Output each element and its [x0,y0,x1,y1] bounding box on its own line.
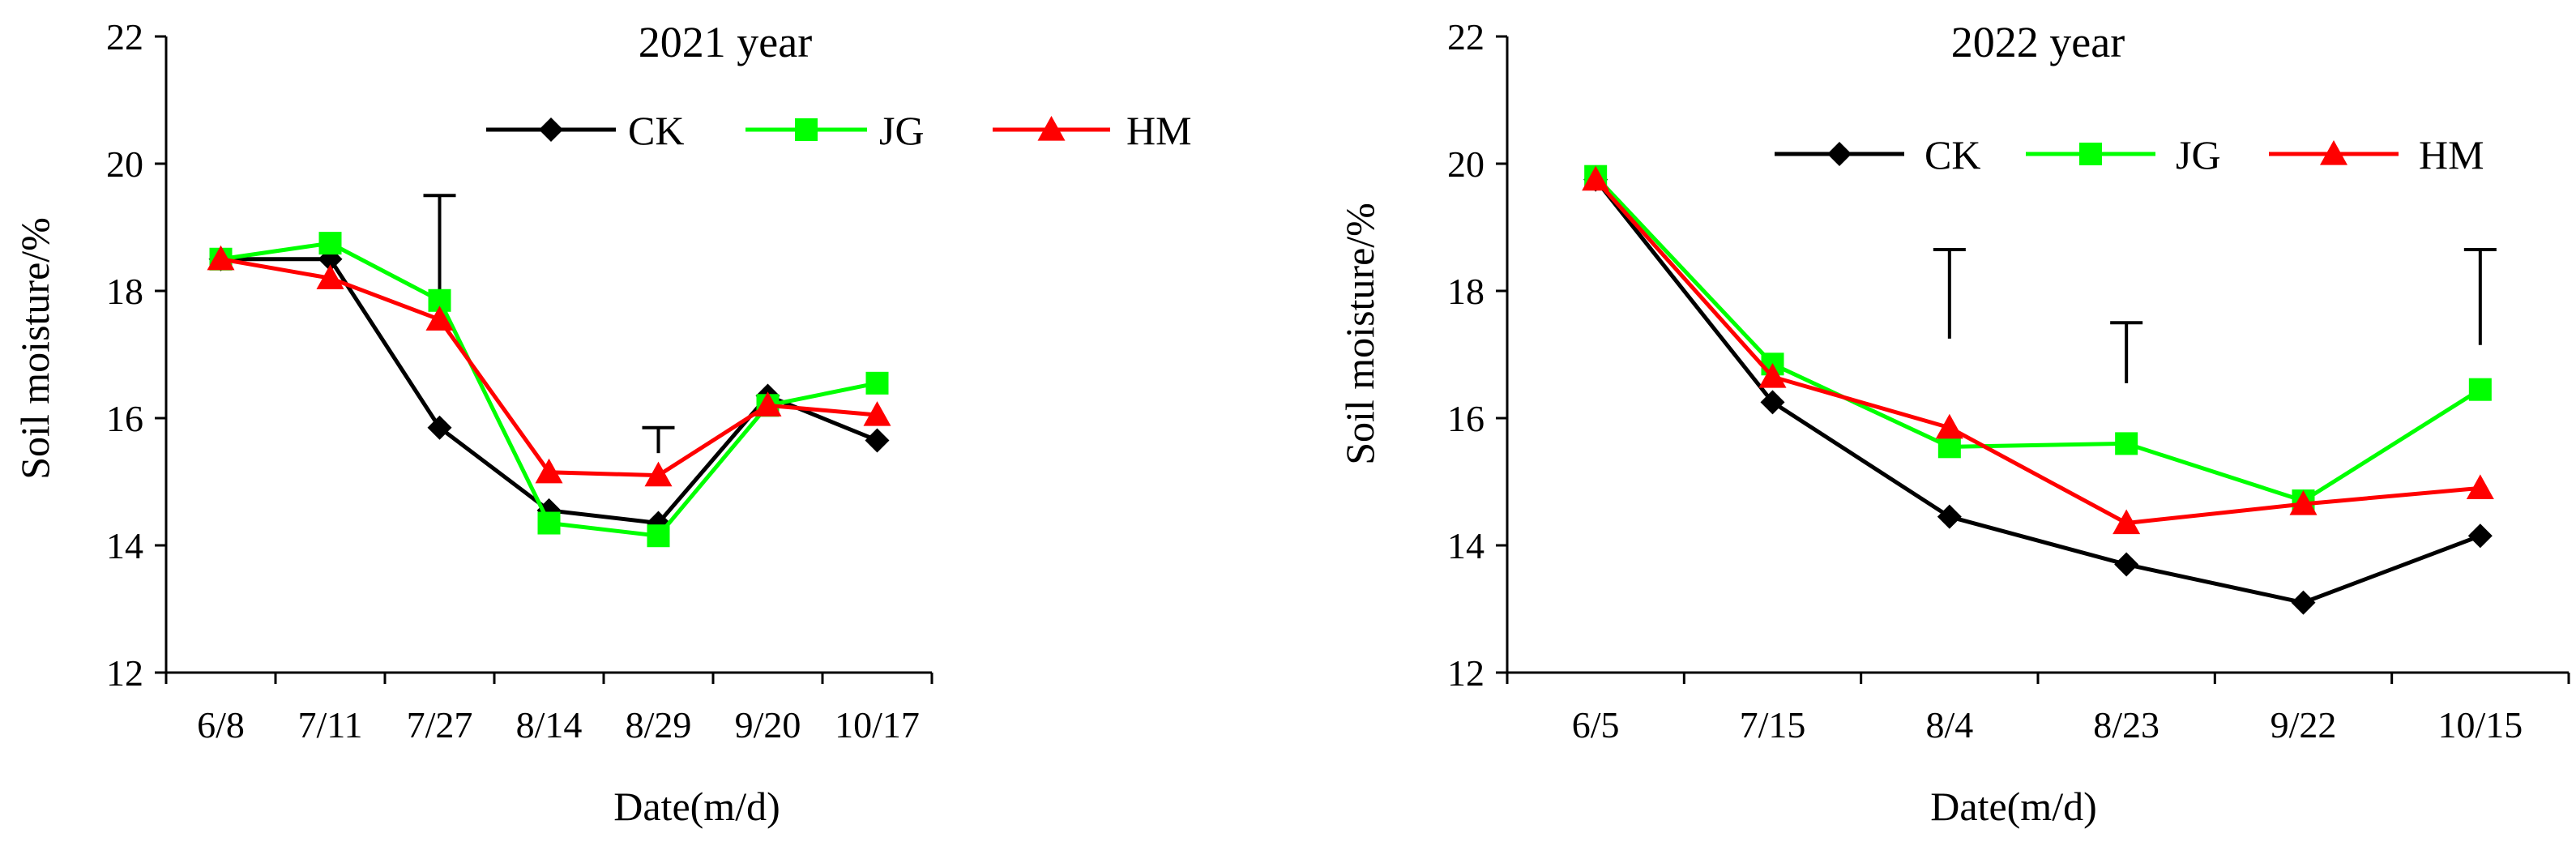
point-hm-10-17 [863,401,891,426]
x-tick-label: 9/22 [2271,704,2337,746]
series-line-ck [220,257,878,526]
legend-marker-jg [2079,143,2102,165]
chart-title: 2022 year [1951,18,2125,66]
point-hm-7-15 [1758,362,1787,388]
y-tick-label: 16 [1447,398,1485,439]
y-tick-label: 22 [106,16,143,58]
point-hm-6-8 [207,245,235,271]
x-tick-label: 7/11 [297,704,362,746]
point-jg-7-11 [318,232,342,255]
legend-marker-ck [1827,142,1852,166]
x-tick-label: 10/17 [835,704,920,746]
x-tick-label: 9/20 [735,704,801,746]
point-ck-7-15 [1760,390,1785,415]
y-tick-label: 14 [106,525,143,566]
point-ck-9-22 [2291,590,2316,615]
point-ck-10-17 [865,428,890,453]
y-tick-label: 14 [1447,525,1485,566]
x-tick-label: 6/5 [1572,704,1620,746]
point-jg-8-4 [1937,435,1961,459]
point-ck-10-15 [2467,523,2493,549]
x-tick-label: 8/29 [626,704,692,746]
y-tick-label: 20 [1447,143,1485,185]
point-hm-8-29 [644,461,673,487]
series-line-ck [1594,178,2481,605]
x-tick-label: 7/15 [1740,704,1806,746]
legend-label-jg: JG [879,108,925,153]
legend-label-hm: HM [1126,108,1192,153]
point-hm-8-14 [535,458,563,484]
point-hm-9-22 [2289,489,2318,515]
point-hm-8-4 [1935,413,1963,439]
series-line-hm [1594,177,2481,526]
point-ck-8-23 [2114,552,2139,577]
y-tick-label: 20 [106,143,143,185]
x-tick-label: 8/4 [1925,704,1973,746]
y-axis-title: Soil moisture/% [12,217,58,480]
series-line-hm [220,257,878,478]
y-tick-label: 16 [106,398,143,439]
legend-marker-jg [795,118,818,141]
point-jg-8-14 [537,511,561,535]
point-hm-9-20 [754,391,782,417]
series-line-jg [1594,174,2482,503]
point-hm-6-5 [1582,165,1610,191]
legend-label-jg: JG [2176,132,2221,177]
point-ck-8-4 [1937,504,1962,529]
x-tick-label: 10/15 [2437,704,2523,746]
x-axis-title: Date(m/d) [613,784,780,829]
x-tick-label: 7/27 [407,704,473,746]
legend-label-ck: CK [1925,132,1980,177]
legend-marker-hm [2320,140,2347,165]
point-ck-7-27 [427,415,452,440]
point-jg-10-17 [865,371,889,395]
y-tick-label: 12 [1447,652,1485,694]
legend-marker-ck [539,118,563,142]
y-tick-label: 22 [1447,16,1485,58]
chart-title: 2021 year [639,18,812,66]
y-tick-label: 12 [106,652,143,694]
legend-label-ck: CK [628,108,684,153]
point-hm-7-11 [316,264,344,289]
point-jg-8-23 [2115,432,2138,455]
point-hm-8-23 [2112,509,2141,535]
legend-marker-hm [1037,116,1066,141]
legend-label-hm: HM [2419,132,2484,177]
x-tick-label: 8/23 [2093,704,2159,746]
point-hm-10-15 [2466,474,2494,499]
y-tick-label: 18 [106,271,143,312]
y-axis-title: Soil moisture/% [1337,203,1382,465]
chart-2022: 2022 year Date(m/d) Soil moisture/% 12 14… [1337,16,2570,829]
x-tick-label: 6/8 [197,704,245,746]
point-hm-7-27 [425,306,454,331]
x-axis-title: Date(m/d) [1930,784,2096,829]
point-jg-10-15 [2468,378,2492,401]
point-jg-8-29 [647,524,670,548]
chart-2021: 2021 year Date(m/d) Soil moisture/% 12 14… [12,16,1192,829]
y-tick-label: 18 [1447,271,1485,312]
x-tick-label: 8/14 [516,704,583,746]
